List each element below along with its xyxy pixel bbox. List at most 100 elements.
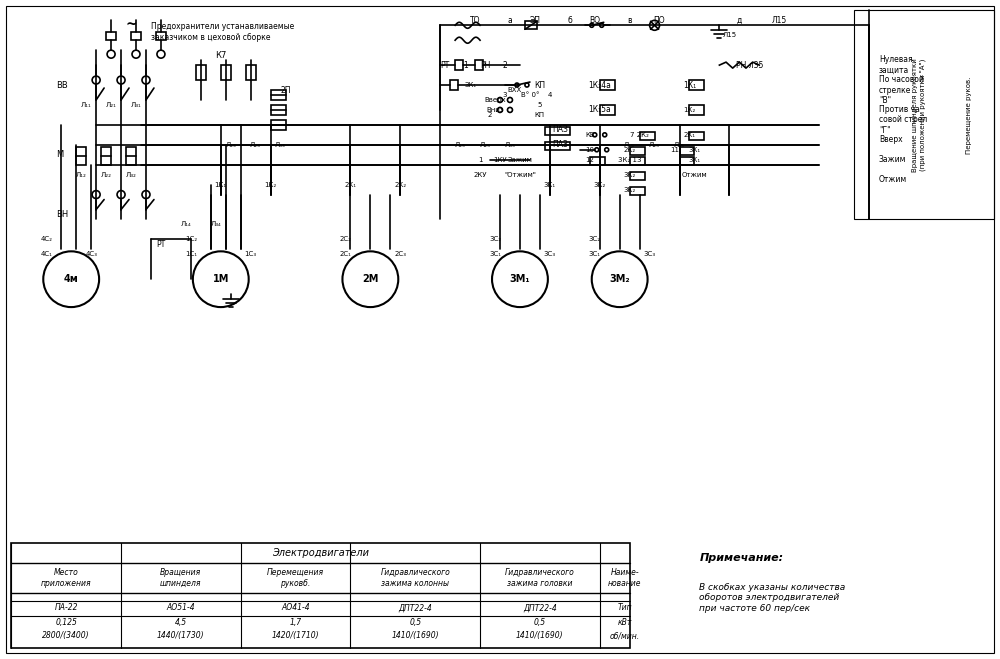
Text: 1К₁5а: 1К₁5а — [588, 105, 611, 115]
Text: 2: 2 — [503, 61, 507, 70]
Text: ЗК₁: ЗК₁ — [464, 82, 476, 88]
Text: 3М₂: 3М₂ — [609, 274, 630, 284]
Text: 3К₁: 3К₁ — [688, 157, 701, 163]
Circle shape — [92, 190, 100, 198]
Text: 4: 4 — [548, 92, 552, 98]
Circle shape — [525, 83, 529, 87]
Text: 3К₂: 3К₂ — [624, 171, 636, 178]
Text: ПАЗ: ПАЗ — [552, 125, 568, 134]
Text: ВО: ВО — [589, 16, 600, 25]
Bar — [156, 32, 166, 40]
Circle shape — [498, 107, 502, 113]
Bar — [101, 147, 111, 165]
Text: об/мин.: об/мин. — [610, 631, 640, 640]
Text: ДПТ22-4: ДПТ22-4 — [398, 604, 432, 612]
Circle shape — [650, 20, 660, 30]
Text: 0,5: 0,5 — [409, 618, 421, 627]
Text: "Отжим": "Отжим" — [504, 171, 536, 178]
Text: ДПТ22-4: ДПТ22-4 — [523, 604, 557, 612]
Text: Отжим: Отжим — [879, 175, 907, 184]
Bar — [590, 157, 605, 165]
Text: 1440/(1730): 1440/(1730) — [157, 631, 205, 640]
Text: 0,5: 0,5 — [534, 618, 546, 627]
Text: Вверх: Вверх — [484, 97, 506, 103]
Text: 3С₃: 3С₃ — [544, 251, 556, 257]
Bar — [640, 132, 655, 140]
Text: Л₂₅: Л₂₅ — [649, 142, 660, 148]
Text: Л15: Л15 — [772, 16, 787, 25]
Text: 1М: 1М — [213, 274, 229, 284]
Text: б: б — [567, 16, 572, 25]
Bar — [600, 105, 615, 115]
Text: 11: 11 — [670, 147, 679, 153]
Circle shape — [507, 107, 512, 113]
Text: ~: ~ — [125, 18, 137, 32]
Circle shape — [595, 148, 599, 152]
Bar — [271, 90, 286, 100]
Bar — [221, 65, 231, 80]
Text: 2М: 2М — [362, 274, 379, 284]
Bar — [854, 11, 994, 219]
Text: Место
приложения: Место приложения — [41, 568, 92, 588]
Text: Л₃₅: Л₃₅ — [674, 142, 685, 148]
Circle shape — [132, 50, 140, 58]
Text: 2: 2 — [488, 112, 492, 118]
Text: Примечание:: Примечание: — [699, 553, 784, 563]
Circle shape — [157, 50, 165, 58]
Text: 1К₁: 1К₁ — [215, 182, 227, 188]
Text: Л₁₁: Л₁₁ — [81, 102, 92, 108]
Text: в: в — [627, 16, 632, 25]
Text: Л₂₁: Л₂₁ — [106, 102, 117, 108]
Text: Л₃₃: Л₃₃ — [275, 142, 286, 148]
Text: 3: 3 — [503, 92, 507, 98]
Text: 3С₁: 3С₁ — [489, 251, 501, 257]
Circle shape — [592, 251, 648, 307]
Text: 10: 10 — [585, 147, 594, 153]
Text: 2К₁: 2К₁ — [683, 132, 695, 138]
Circle shape — [492, 251, 548, 307]
Text: а: а — [508, 16, 512, 25]
Text: 3С₂: 3С₂ — [589, 237, 601, 243]
Text: Тип: Тип — [617, 604, 632, 612]
Text: Гидравлического
зажима головки: Гидравлического зажима головки — [505, 568, 575, 588]
Bar — [106, 32, 116, 40]
Text: КБ: КБ — [585, 132, 595, 138]
Text: 1,7: 1,7 — [290, 618, 302, 627]
Text: Гидравлического
зажима колонны: Гидравлического зажима колонны — [380, 568, 450, 588]
Text: Против ча
совой стрел
"Г": Против ча совой стрел "Г" — [879, 105, 927, 135]
Text: ТО: ТО — [470, 16, 480, 25]
Text: Наиме-
нование: Наиме- нование — [608, 568, 641, 588]
Text: Нулевая
защита: Нулевая защита — [879, 55, 913, 75]
Text: Вращение шпинделя рукоятки
(при положении рукоятки "А"): Вращение шпинделя рукоятки (при положени… — [912, 58, 926, 172]
Text: 3М₁: 3М₁ — [510, 274, 530, 284]
Bar — [630, 186, 645, 194]
Text: Л15: Л15 — [722, 32, 736, 38]
Text: 1С₃: 1С₃ — [245, 251, 257, 257]
Text: 7 2К₂: 7 2К₂ — [630, 132, 649, 138]
Text: КП: КП — [534, 80, 545, 90]
Text: По часовой
стрелке
"В": По часовой стрелке "В" — [879, 75, 924, 105]
Text: Л₃₂: Л₃₂ — [126, 171, 136, 178]
Text: 4м: 4м — [64, 274, 79, 284]
Bar — [545, 127, 570, 135]
Bar — [630, 147, 645, 155]
Text: 1КУ: 1КУ — [493, 157, 507, 163]
Text: 1: 1 — [478, 157, 482, 163]
Text: 1410/(1690): 1410/(1690) — [516, 631, 564, 640]
Text: К7: К7 — [215, 51, 226, 60]
Text: ВВ: ВВ — [56, 80, 68, 90]
Circle shape — [142, 76, 150, 84]
Circle shape — [142, 190, 150, 198]
Bar — [630, 157, 645, 165]
Text: ПО: ПО — [654, 16, 665, 25]
Text: 1К₁: 1К₁ — [683, 80, 696, 90]
Text: В° 0°: В° 0° — [521, 92, 539, 98]
Text: РН: РН — [480, 61, 490, 70]
Bar — [271, 105, 286, 115]
Bar — [525, 21, 537, 29]
Circle shape — [498, 98, 502, 102]
Text: 0,125: 0,125 — [55, 618, 77, 627]
Text: 2К₂: 2К₂ — [624, 147, 636, 153]
Text: 3К₁: 3К₁ — [544, 182, 556, 188]
Text: 2КУ: 2КУ — [473, 171, 487, 178]
